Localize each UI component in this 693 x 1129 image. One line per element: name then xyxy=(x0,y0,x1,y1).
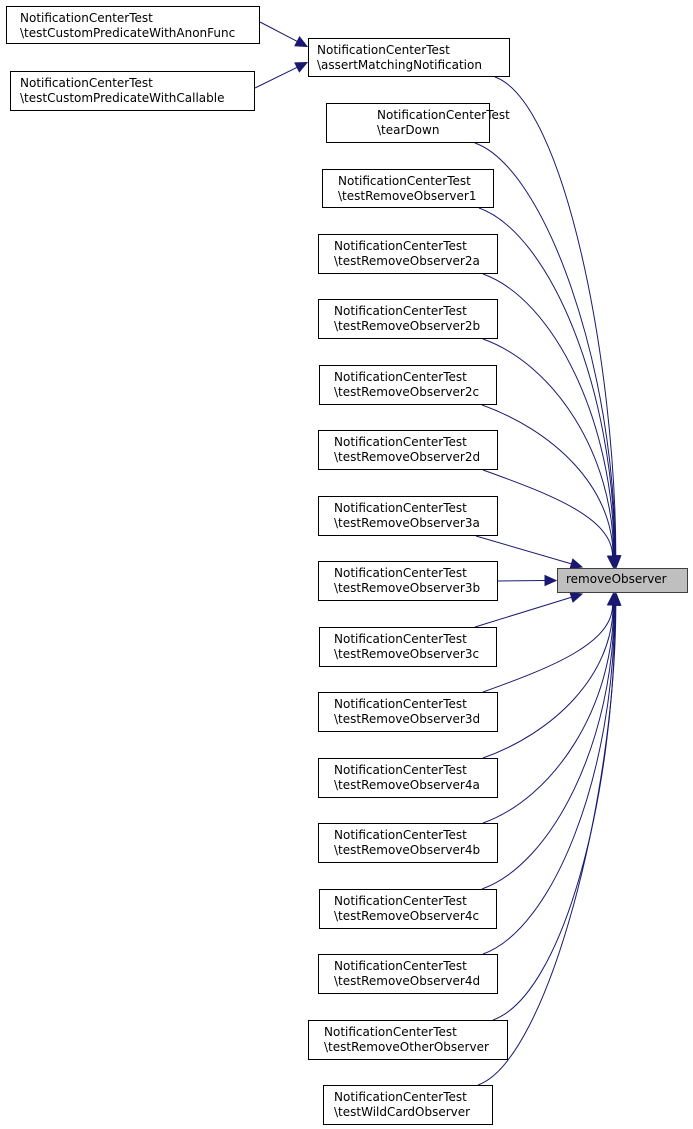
caller-node-r2d[interactable]: NotificationCenterTest \testRemoveObserve… xyxy=(318,430,498,470)
node-label-line1: NotificationCenterTest xyxy=(334,370,467,384)
caller-node-r4b[interactable]: NotificationCenterTest \testRemoveObserve… xyxy=(318,823,498,863)
node-label-line1: NotificationCenterTest xyxy=(334,304,467,318)
node-label-line1: NotificationCenterTest xyxy=(338,174,471,188)
node-label-line1: NotificationCenterTest xyxy=(377,108,510,122)
caller-node-r2a[interactable]: NotificationCenterTest \testRemoveObserve… xyxy=(318,234,498,274)
edge-callable-to-assert xyxy=(254,66,298,89)
node-label-line1: NotificationCenterTest xyxy=(334,435,467,449)
edge-callable-arrowhead xyxy=(294,61,309,73)
edge-r4d-to-target xyxy=(482,604,616,955)
edge-r2b-to-target xyxy=(482,338,615,557)
edge-r3c-arrowhead xyxy=(569,591,584,603)
edge-r3a-to-target xyxy=(475,535,572,565)
caller-node-other[interactable]: NotificationCenterTest \testRemoveOtherOb… xyxy=(308,1020,508,1060)
node-label-line1: NotificationCenterTest xyxy=(324,1025,457,1039)
node-label-line2: \testWildCardObserver xyxy=(334,1105,471,1119)
node-label-line2: \testRemoveObserver3b xyxy=(334,581,481,595)
node-label-line1: NotificationCenterTest xyxy=(334,828,467,842)
target-label: removeObserver xyxy=(566,572,667,586)
node-label-line1: NotificationCenterTest xyxy=(334,632,467,646)
node-label-line2: \testRemoveObserver4d xyxy=(334,974,481,988)
caller-node-teardown[interactable]: NotificationCenterTest \tearDown xyxy=(326,103,510,143)
node-label-line1: NotificationCenterTest xyxy=(334,501,467,515)
node-label-line1: NotificationCenterTest xyxy=(334,1090,467,1104)
caller-node-assert[interactable]: NotificationCenterTest \assertMatchingNot… xyxy=(308,38,510,77)
node-label-line1: NotificationCenterTest xyxy=(334,239,467,253)
caller-node-r4d[interactable]: NotificationCenterTest \testRemoveObserve… xyxy=(318,954,498,994)
node-label-line2: \testRemoveObserver4a xyxy=(334,778,480,792)
edge-wild-to-target xyxy=(477,604,617,1086)
edge-r4c-to-target xyxy=(481,604,615,890)
node-label-line2: \testRemoveObserver3d xyxy=(334,712,481,726)
caller-node-r2b[interactable]: NotificationCenterTest \testRemoveObserve… xyxy=(318,299,498,339)
edge-wild-arrowhead xyxy=(610,592,622,606)
edge-r2a-to-target xyxy=(482,273,615,557)
node-label-line2: \testRemoveObserver4c xyxy=(334,909,480,923)
caller-node-r4c[interactable]: NotificationCenterTest \testRemoveObserve… xyxy=(319,889,497,929)
caller-node-r4a[interactable]: NotificationCenterTest \testRemoveObserve… xyxy=(318,758,498,798)
edge-r3b-to-target xyxy=(497,580,546,582)
node-label-line1: NotificationCenterTest xyxy=(334,566,467,580)
node-label-line2: \testRemoveObserver2c xyxy=(334,385,480,399)
caller-node-wild[interactable]: NotificationCenterTest \testWildCardObser… xyxy=(323,1085,493,1125)
caller-node-r3a[interactable]: NotificationCenterTest \testRemoveObserve… xyxy=(318,496,498,536)
edge-r2c-to-target xyxy=(481,404,614,557)
edge-r3a-arrowhead xyxy=(569,558,584,570)
node-label-line2: \tearDown xyxy=(377,123,440,137)
node-label-line1: NotificationCenterTest xyxy=(334,959,467,973)
node-label-line1: NotificationCenterTest xyxy=(317,43,450,57)
caller-node-r1[interactable]: NotificationCenterTest \testRemoveObserve… xyxy=(322,169,494,208)
caller-node-r3b[interactable]: NotificationCenterTest \testRemoveObserve… xyxy=(318,561,498,601)
edge-assert-to-target xyxy=(494,76,617,557)
node-label-line2: \testRemoveObserver2b xyxy=(334,319,481,333)
edge-r2d-to-target xyxy=(482,469,614,557)
node-label-line2: \testRemoveObserver2a xyxy=(334,254,480,268)
node-label-line2: \testRemoveObserver3a xyxy=(334,516,480,530)
edge-r4b-to-target xyxy=(482,604,615,824)
target-node-removeObserver[interactable]: removeObserver xyxy=(557,568,688,593)
edge-r3c-to-target xyxy=(474,596,572,628)
caller-node-r2c[interactable]: NotificationCenterTest \testRemoveObserve… xyxy=(319,365,497,405)
edge-r3b-arrowhead xyxy=(544,574,558,587)
node-label-line2: \testCustomPredicateWithCallable xyxy=(20,91,225,105)
node-label-line2: \testRemoveObserver2d xyxy=(334,450,481,464)
node-label-line2: \testRemoveObserver4b xyxy=(334,843,481,857)
edge-r2d-arrowhead xyxy=(606,555,619,569)
node-label-line2: \assertMatchingNotification xyxy=(317,58,482,72)
caller-node-callable[interactable]: NotificationCenterTest \testCustomPredica… xyxy=(10,71,255,111)
node-label-line2: \testRemoveOtherObserver xyxy=(324,1040,489,1054)
caller-node-r3d[interactable]: NotificationCenterTest \testRemoveObserve… xyxy=(318,692,498,732)
edge-r1-to-target xyxy=(478,207,616,557)
node-label-line1: NotificationCenterTest xyxy=(334,894,467,908)
edge-r4a-to-target xyxy=(482,604,614,759)
edge-anon-arrowhead xyxy=(294,36,309,48)
node-label-line2: \testRemoveObserver3c xyxy=(334,647,480,661)
caller-node-r3c[interactable]: NotificationCenterTest \testRemoveObserve… xyxy=(319,627,497,667)
edge-r3d-to-target xyxy=(482,604,614,693)
node-label-line1: NotificationCenterTest xyxy=(20,76,153,90)
node-label-line2: \testRemoveObserver1 xyxy=(338,189,477,203)
edge-teardown-to-target xyxy=(474,142,616,557)
node-label-line2: \testCustomPredicateWithAnonFunc xyxy=(20,26,236,40)
node-label-line1: NotificationCenterTest xyxy=(334,697,467,711)
node-label-line1: NotificationCenterTest xyxy=(334,763,467,777)
node-label-line1: NotificationCenterTest xyxy=(20,11,153,25)
edge-anon-to-assert xyxy=(259,21,298,42)
caller-node-anon[interactable]: NotificationCenterTest \testCustomPredica… xyxy=(6,6,260,44)
